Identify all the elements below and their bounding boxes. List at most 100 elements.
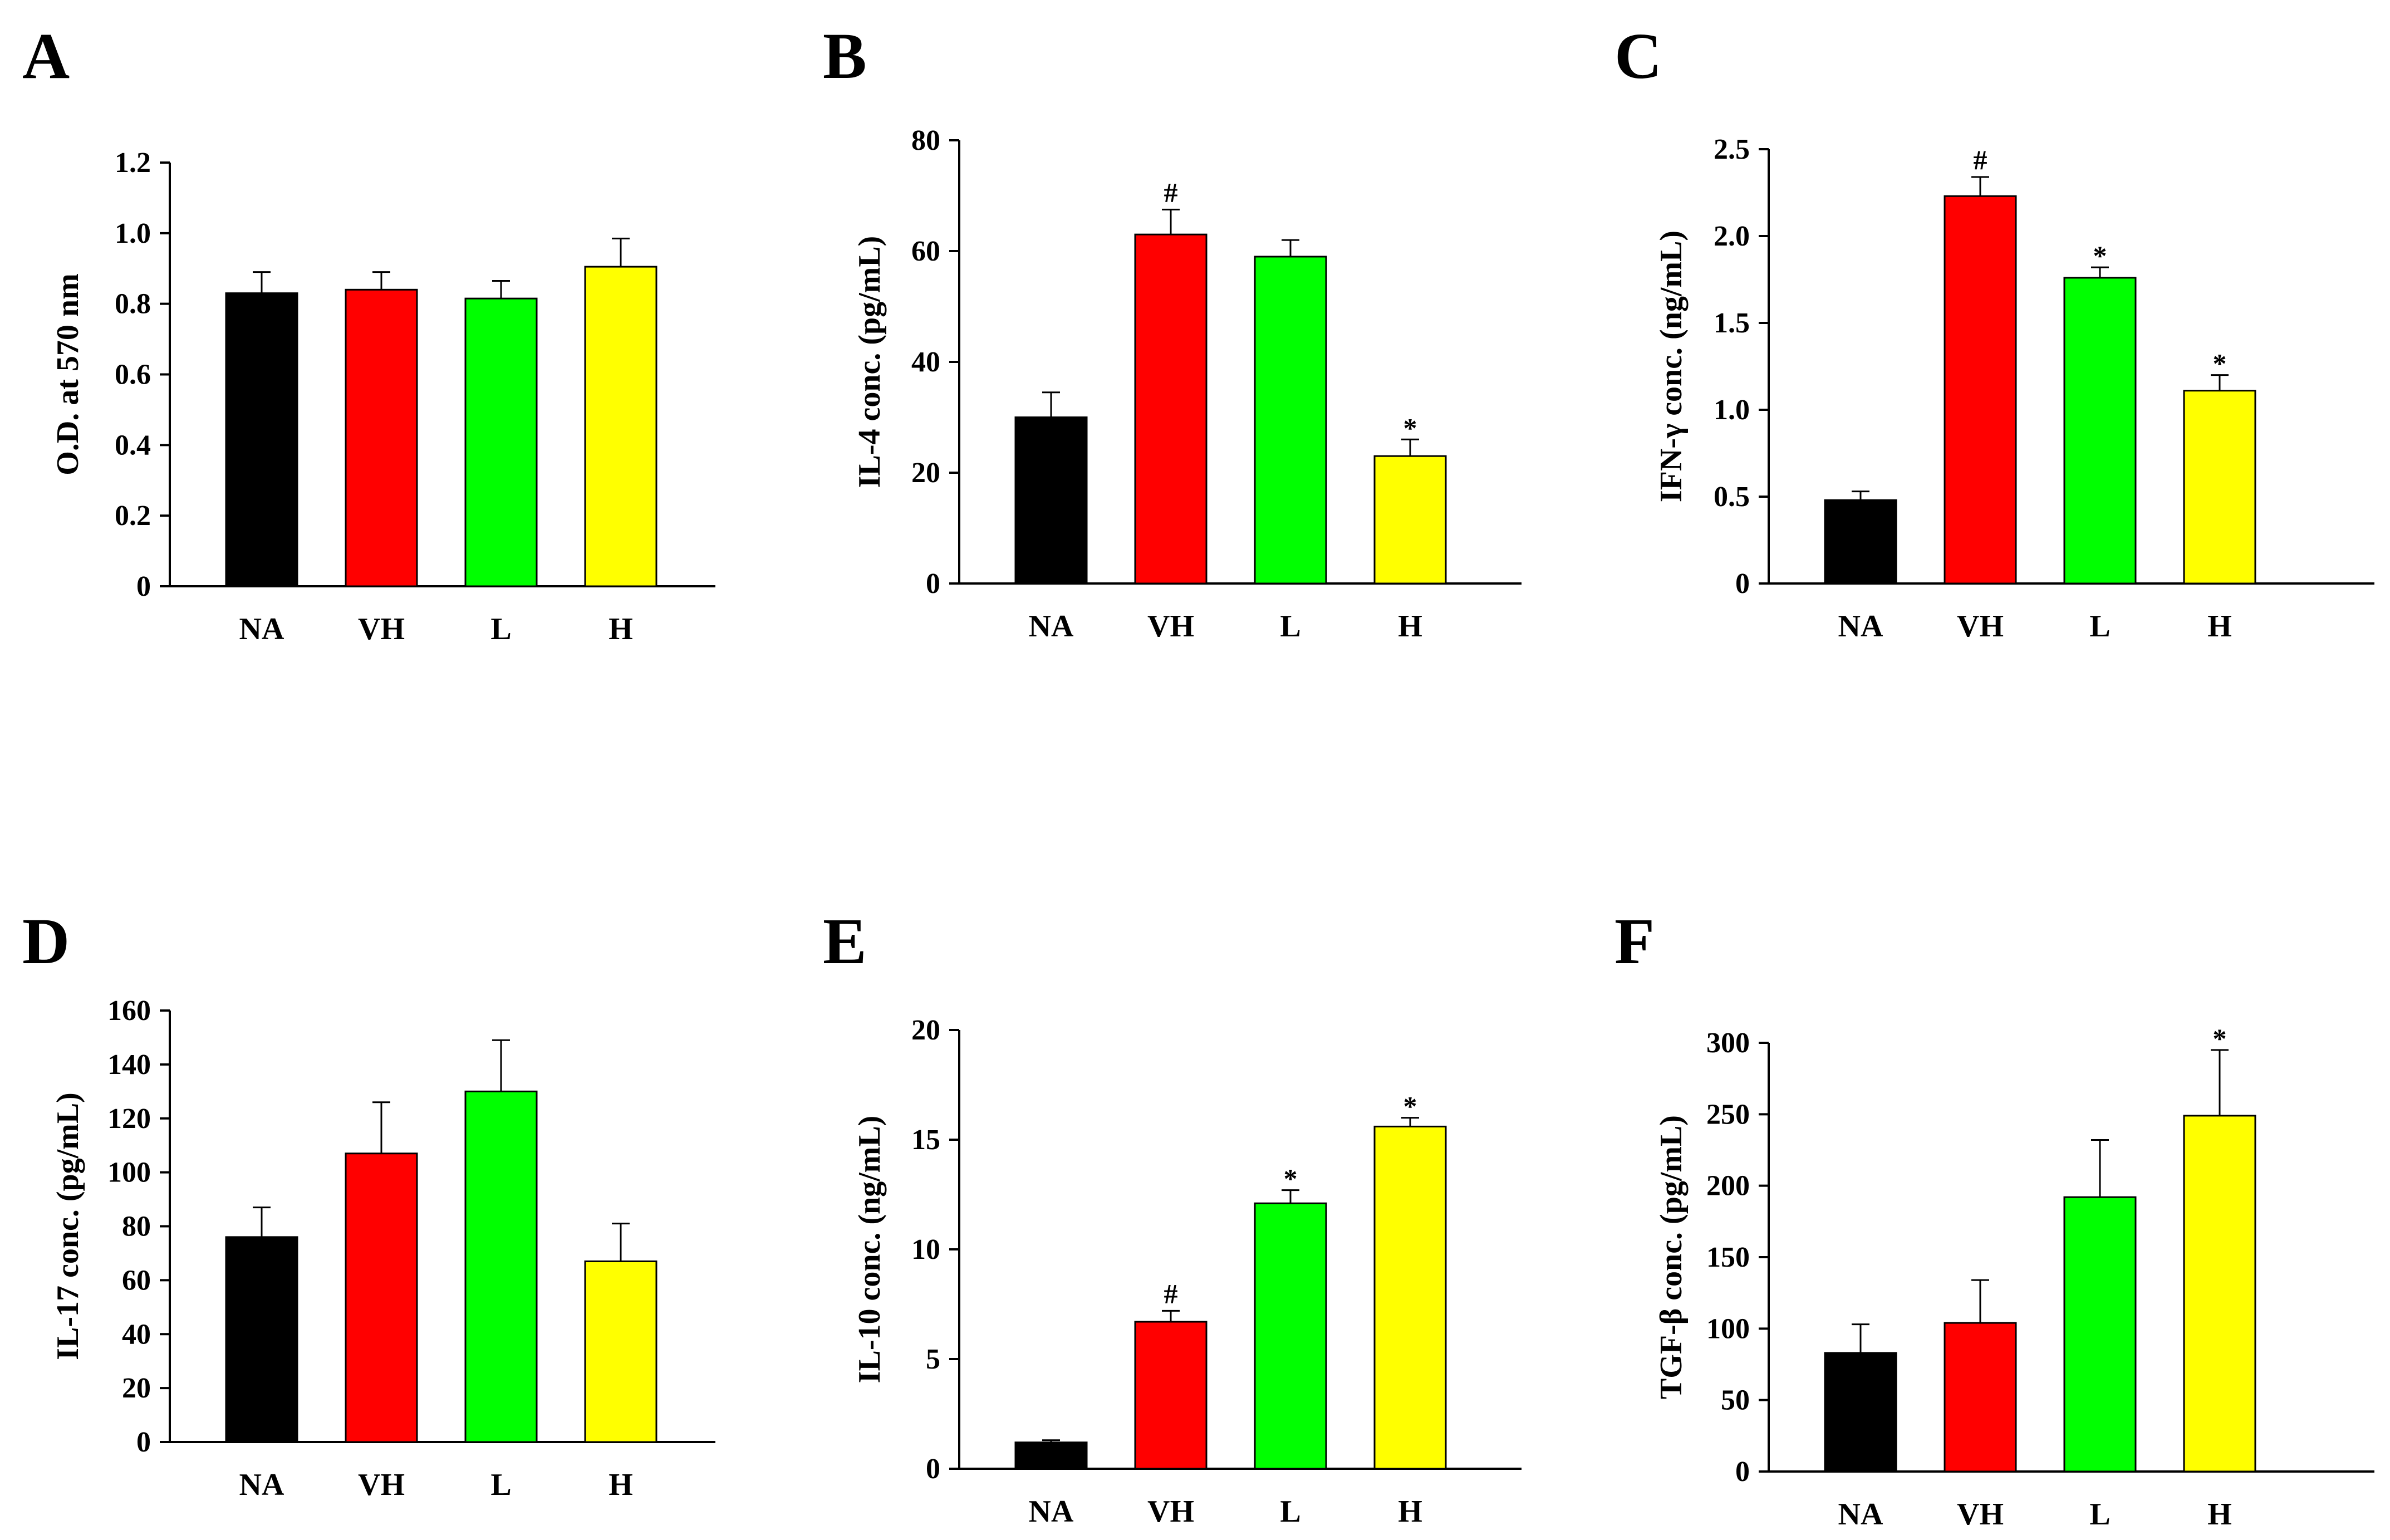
y-tick-label: 0.8 [115,288,151,320]
y-tick-label: 0 [136,1426,151,1458]
x-tick-label: L [2089,609,2110,644]
y-tick-label: 5 [926,1343,940,1375]
x-tick-label: L [490,1468,511,1502]
x-tick-label: H [608,1468,633,1502]
panel-letter: A [22,19,70,92]
bar-vh [1134,1321,1208,1470]
x-tick-label: VH [1957,609,2004,644]
bar-h [2183,1115,2256,1473]
y-tick-label: 0.5 [1714,481,1750,513]
chart-panel-a: A 0 0.2 0.4 0.6 0.8 1.0 1.2 O.D. at 570 nm NA VH L H [22,19,715,646]
bar-l [464,1090,538,1443]
x-tick-label: H [1398,609,1422,644]
y-tick-label: 0 [1735,1456,1750,1488]
chart-panel-b: B 0 20 40 60 80 IL-4 conc. (pg/mL) NA # VH L * H [823,19,1522,644]
x-tick-label: H [608,612,633,646]
y-tick-label: 160 [107,995,151,1027]
chart-panel-f: F 0 50 100 150 200 250 300 TGF-β conc. (pg/mL) NA… [1614,905,2374,1532]
y-tick-label: 120 [107,1103,151,1135]
y-tick-label: 15 [911,1124,940,1156]
x-tick-label: VH [358,1468,405,1502]
bar-na [225,292,298,587]
bar-na [1824,1352,1897,1473]
x-tick-label: H [2207,1497,2232,1532]
significance-hash: # [1164,1278,1178,1309]
bar-na [1824,499,1897,585]
bar-vh [345,288,418,587]
x-tick-label: NA [1029,1494,1074,1529]
bar-l [2063,1196,2137,1473]
y-tick-label: 0 [926,568,940,600]
x-tick-label: NA [1838,609,1883,644]
significance-star: * [2213,348,2227,379]
significance-star: * [1403,412,1417,443]
bar-na [1014,416,1088,585]
y-tick-label: 20 [911,1014,940,1046]
y-tick-label: 0.2 [115,500,151,532]
x-tick-label: L [2089,1497,2110,1532]
y-tick-label: 0 [136,571,151,602]
y-tick-label: 40 [911,346,940,378]
x-tick-label: VH [1147,609,1194,644]
x-tick-label: VH [1957,1497,2004,1532]
x-tick-label: VH [358,612,405,646]
y-tick-label: 1.0 [1714,394,1750,426]
y-tick-label: 80 [911,125,940,156]
y-tick-label: 100 [1706,1313,1750,1345]
y-axis-title: IL-4 conc. (pg/mL) [852,236,887,488]
significance-hash: # [1974,144,1987,175]
y-tick-label: 2.0 [1714,220,1750,252]
x-tick-label: H [2207,609,2232,644]
panel-letter: C [1614,19,1662,92]
y-tick-label: 250 [1706,1098,1750,1130]
panel-letter: F [1614,905,1655,978]
y-axis-title: O.D. at 570 nm [51,273,85,475]
y-tick-label: 50 [1721,1385,1750,1416]
y-tick-label: 0 [926,1453,940,1485]
y-tick-label: 2.5 [1714,134,1750,165]
y-tick-label: 80 [122,1211,151,1243]
y-tick-label: 0.6 [115,359,151,391]
panel-letter: B [823,19,867,92]
chart-panel-e: E 0 5 10 15 20 IL-10 conc. (ng/mL) NA # VH * L * H [823,905,1522,1529]
significance-star: * [2213,1023,2227,1054]
bar-vh [1134,233,1208,585]
y-tick-label: 40 [122,1318,151,1350]
chart-panel-d: D 0 20 40 60 80 100 120 140 160 IL-17 conc. (pg/mL… [22,905,715,1502]
y-axis-title: IL-17 conc. (pg/mL) [51,1092,85,1360]
bar-vh [1944,1322,2017,1473]
y-tick-label: 1.5 [1714,307,1750,339]
bar-h [584,266,657,587]
significance-star: * [1403,1091,1417,1122]
bar-na [1014,1441,1088,1470]
x-tick-label: L [490,612,511,646]
y-tick-label: 0 [1735,568,1750,600]
bar-l [1254,256,1327,585]
x-tick-label: NA [1029,609,1074,644]
x-tick-label: L [1280,609,1300,644]
y-tick-label: 1.2 [115,147,151,179]
panel-letter: D [22,905,70,978]
bar-na [225,1236,298,1443]
chart-panel-c: C 0 0.5 1.0 1.5 2.0 2.5 IFN-γ conc. (ng/mL) NA # V… [1614,19,2374,644]
y-tick-label: 1.0 [115,218,151,249]
y-tick-label: 150 [1706,1242,1750,1273]
y-tick-label: 60 [911,236,940,267]
y-tick-label: 60 [122,1264,151,1296]
bar-h [1373,1125,1447,1470]
y-axis-title: TGF-β conc. (pg/mL) [1654,1115,1689,1399]
x-tick-label: L [1280,1494,1300,1529]
bar-h [584,1260,657,1443]
significance-star: * [1284,1163,1298,1194]
y-tick-label: 20 [122,1372,151,1404]
y-tick-label: 100 [107,1157,151,1189]
bar-l [2063,277,2137,585]
bar-h [1373,455,1447,585]
x-tick-label: H [1398,1494,1422,1529]
significance-star: * [2093,240,2107,271]
y-axis-title: IFN-γ conc. (ng/mL) [1654,230,1689,502]
y-tick-label: 20 [911,457,940,489]
x-tick-label: NA [239,612,284,646]
bar-vh [345,1152,418,1443]
